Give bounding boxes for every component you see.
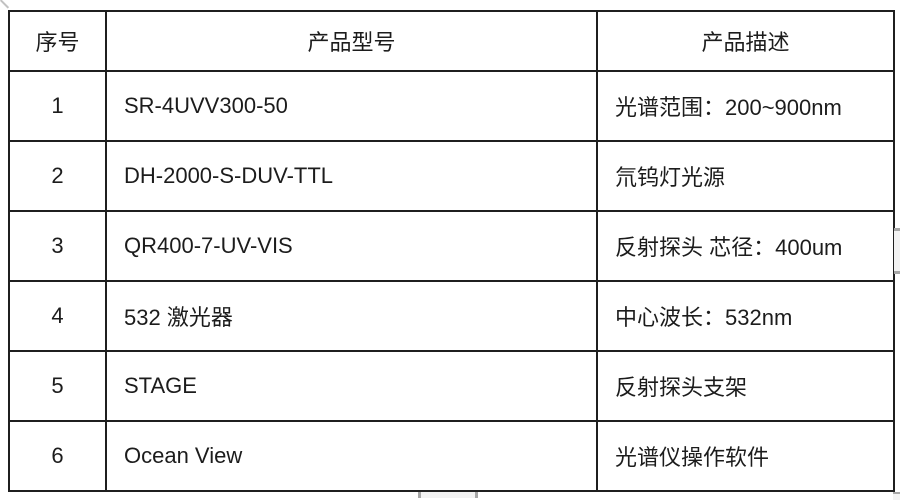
vertical-scrollbar-fragment[interactable]: [894, 228, 900, 274]
cell-index: 2: [8, 140, 107, 212]
horizontal-scrollbar-fragment[interactable]: [418, 492, 478, 498]
cell-model: 532 激光器: [105, 280, 598, 352]
cell-model: DH-2000-S-DUV-TTL: [105, 140, 598, 212]
cell-index: 5: [8, 350, 107, 422]
cell-index: 1: [8, 70, 107, 142]
table-header: 序号 产品型号 产品描述: [8, 10, 895, 72]
cursor-artifact: [0, 0, 10, 9]
table-row: 4 532 激光器 中心波长：532nm: [8, 280, 895, 352]
cell-description: 光谱范围：200~900nm: [596, 70, 895, 142]
cell-model: Ocean View: [105, 420, 598, 492]
cell-description: 光谱仪操作软件: [596, 420, 895, 492]
table-row: 5 STAGE 反射探头支架: [8, 350, 895, 422]
table-row: 6 Ocean View 光谱仪操作软件: [8, 420, 895, 492]
vertical-scrollbar-cap-top: [894, 228, 900, 231]
column-header-model: 产品型号: [105, 10, 598, 72]
cell-index: 4: [8, 280, 107, 352]
bottom-right-artifact: [893, 492, 900, 500]
table-row: 3 QR400-7-UV-VIS 反射探头 芯径：400um: [8, 210, 895, 282]
horizontal-scrollbar-cap-right: [475, 492, 478, 498]
table-body: 1 SR-4UVV300-50 光谱范围：200~900nm 2 DH-2000…: [8, 70, 895, 492]
cell-model: STAGE: [105, 350, 598, 422]
column-header-description: 产品描述: [596, 10, 895, 72]
header-row: 序号 产品型号 产品描述: [8, 10, 895, 72]
table-row: 2 DH-2000-S-DUV-TTL 氘钨灯光源: [8, 140, 895, 212]
column-header-index: 序号: [8, 10, 107, 72]
cell-description: 中心波长：532nm: [596, 280, 895, 352]
horizontal-scrollbar-cap-left: [418, 492, 421, 498]
cell-description: 反射探头支架: [596, 350, 895, 422]
vertical-scrollbar-cap-bottom: [894, 271, 900, 274]
cell-index: 6: [8, 420, 107, 492]
product-table: 序号 产品型号 产品描述 1 SR-4UVV300-50 光谱范围：200~90…: [8, 10, 895, 492]
table-row: 1 SR-4UVV300-50 光谱范围：200~900nm: [8, 70, 895, 142]
cell-description: 反射探头 芯径：400um: [596, 210, 895, 282]
cell-model: SR-4UVV300-50: [105, 70, 598, 142]
cell-model: QR400-7-UV-VIS: [105, 210, 598, 282]
cell-index: 3: [8, 210, 107, 282]
cell-description: 氘钨灯光源: [596, 140, 895, 212]
